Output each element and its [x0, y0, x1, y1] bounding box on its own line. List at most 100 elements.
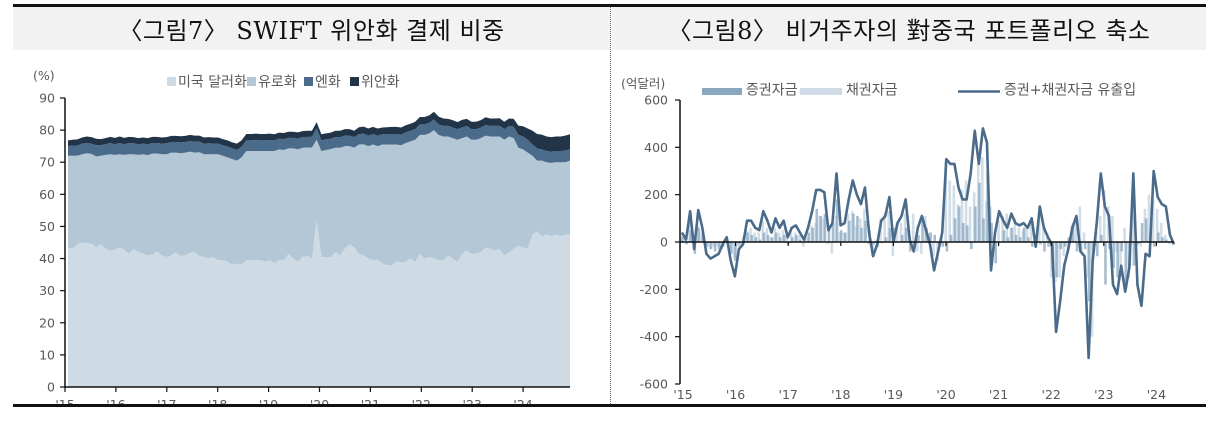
bar-1	[1147, 194, 1151, 242]
bar-0	[685, 242, 688, 245]
bar-1	[964, 180, 968, 242]
bar-1	[960, 189, 964, 242]
bar-1	[1131, 211, 1135, 242]
top-rule	[13, 4, 1206, 7]
bar-0	[1116, 242, 1119, 278]
y-tick-label: 60	[39, 187, 55, 202]
y-tick-label: 20	[39, 315, 55, 330]
bar-0	[1022, 227, 1026, 242]
figure-divider	[610, 7, 611, 404]
bar-0	[978, 182, 981, 242]
bar-0	[782, 234, 786, 242]
bar-0	[969, 242, 973, 250]
bar-1	[1058, 242, 1061, 278]
bar-0	[1136, 242, 1140, 245]
bar-0	[799, 239, 802, 242]
bar-1	[887, 211, 891, 242]
bar-0	[852, 213, 855, 242]
bar-1	[1082, 232, 1086, 242]
bar-0	[990, 223, 993, 242]
swift-share-chart: 0 10 20 30 40 50 60 70 80 90 '15 '16 '17 '18 '19 '20 '2…	[33, 68, 570, 404]
bar-0	[986, 171, 989, 242]
x-tick-label: '22	[412, 397, 431, 404]
bar-0	[705, 242, 709, 247]
bar-0	[697, 227, 701, 242]
bar-1	[1029, 223, 1033, 242]
bar-0	[807, 232, 810, 242]
bar-1	[920, 242, 923, 254]
bar-0	[957, 206, 961, 242]
x-tick-label: '19	[884, 387, 903, 402]
bar-0	[831, 223, 835, 242]
bar-0	[1047, 242, 1050, 247]
figure8-title: 〈그림8〉 비거주자의 對중국 포트폴리오 축소	[612, 7, 1206, 50]
bar-1	[911, 213, 915, 242]
bar-0	[917, 234, 920, 242]
bar-0	[848, 220, 851, 242]
y-tick-label: -600	[640, 377, 668, 392]
bar-0	[1030, 242, 1034, 247]
bar-1	[1159, 223, 1163, 242]
x-tick-label: '24	[1147, 387, 1166, 402]
y-tick-label: 40	[39, 251, 55, 266]
legend-swatch-1	[247, 77, 256, 86]
bar-0	[1104, 242, 1107, 285]
y-tick-label: 80	[39, 123, 55, 138]
legend-label-2: 엔화	[315, 75, 341, 91]
bar-0	[856, 215, 859, 242]
bar-0	[1063, 242, 1067, 247]
legend-swatch-equity	[702, 88, 742, 95]
y-tick-label: 90	[39, 91, 55, 106]
bar-1	[1037, 215, 1041, 242]
x-axis: '15 '16 '17 '18 '19 '20 '21 '22 '23 '24	[55, 386, 570, 404]
bar-1	[997, 220, 1000, 242]
area-0	[68, 220, 570, 387]
bar-0	[754, 237, 758, 242]
bar-1	[952, 185, 956, 242]
net-flow-line	[680, 127, 1176, 360]
x-tick-label: '15	[55, 397, 74, 404]
bar-0	[1161, 237, 1164, 242]
y-axis: 600 400 200 0 -200 -400 -600	[640, 93, 681, 392]
bar-0	[1096, 242, 1099, 257]
bar-0	[1152, 242, 1156, 247]
bar-0	[864, 220, 867, 242]
bar-0	[941, 242, 945, 247]
y-tick-label: 600	[644, 93, 668, 108]
bar-1	[883, 213, 887, 242]
bar-0	[791, 237, 794, 242]
x-tick-label: '18	[208, 397, 227, 404]
bar-0	[1055, 242, 1058, 278]
bar-0	[1100, 234, 1103, 242]
bar-0	[974, 206, 977, 242]
legend: 미국 달러화 유로화 엔화 위안화	[167, 75, 400, 91]
x-tick-label: '16	[106, 397, 125, 404]
bar-1	[1062, 242, 1065, 257]
bar-1	[1163, 234, 1167, 242]
bar-0	[872, 242, 876, 245]
x-tick-label: '21	[989, 387, 1008, 402]
bar-0	[1120, 242, 1124, 252]
bar-0	[1157, 232, 1160, 242]
bar-1	[802, 242, 805, 247]
bar-1	[1025, 227, 1029, 242]
bar-0	[823, 213, 827, 242]
legend-swatch-2	[304, 77, 313, 86]
portfolio-flow-chart: 600 400 200 0 -200 -400 -600 '15 '16 '17 '18 '19 '2…	[621, 76, 1176, 402]
y-tick-label: 0	[660, 235, 668, 250]
bar-0	[1071, 223, 1075, 242]
bar-0	[965, 225, 969, 242]
y-unit-label: (%)	[33, 68, 55, 83]
bar-1	[761, 220, 765, 242]
line-series	[680, 127, 1176, 360]
bar-0	[1144, 218, 1148, 242]
y-tick-label: 70	[39, 155, 55, 170]
bar-1	[867, 242, 870, 245]
legend-label-0: 미국 달러화	[178, 75, 247, 91]
bar-0	[860, 227, 863, 242]
bar-1	[1111, 215, 1114, 242]
bar-0	[929, 232, 932, 242]
bar-1	[899, 223, 903, 242]
bar-0	[819, 215, 823, 242]
y-tick-label: -400	[640, 329, 668, 344]
